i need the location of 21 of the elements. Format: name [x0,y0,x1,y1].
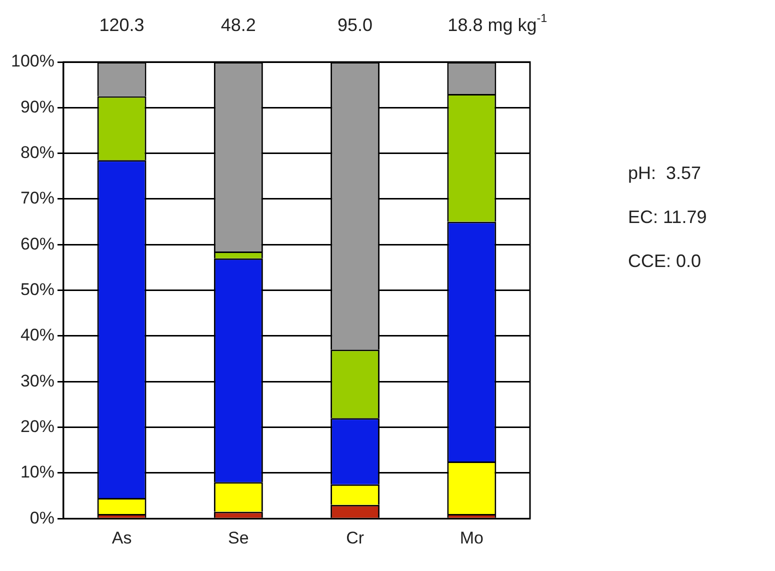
text: EC: 11.79 [628,206,707,227]
x-tick-label: Cr [346,528,364,548]
y-tick-label: 20% [20,416,54,436]
text: 95.0 [338,14,373,35]
y-tick-label: 40% [20,326,54,345]
x-tick-label: As [112,528,132,548]
y-tick-label: 50% [20,280,54,299]
y-tick-label: 100% [10,52,54,71]
x-tick-label: Se [228,528,249,548]
x-tick-label: Mo [460,528,484,548]
y-tick-label: 60% [20,234,54,254]
y-tick-label: 90% [20,97,54,116]
y-tick-label: 70% [20,188,54,208]
text: 120.3 [99,14,144,35]
y-tick-label: 0% [30,508,54,528]
text: CCE: 0.0 [628,250,702,271]
y-tick-label: 10% [20,462,54,482]
y-tick-label: 30% [20,371,54,390]
text: pH: 3.57 [628,162,702,183]
text: 48.2 [220,14,256,35]
y-tick-label: 80% [20,143,54,162]
